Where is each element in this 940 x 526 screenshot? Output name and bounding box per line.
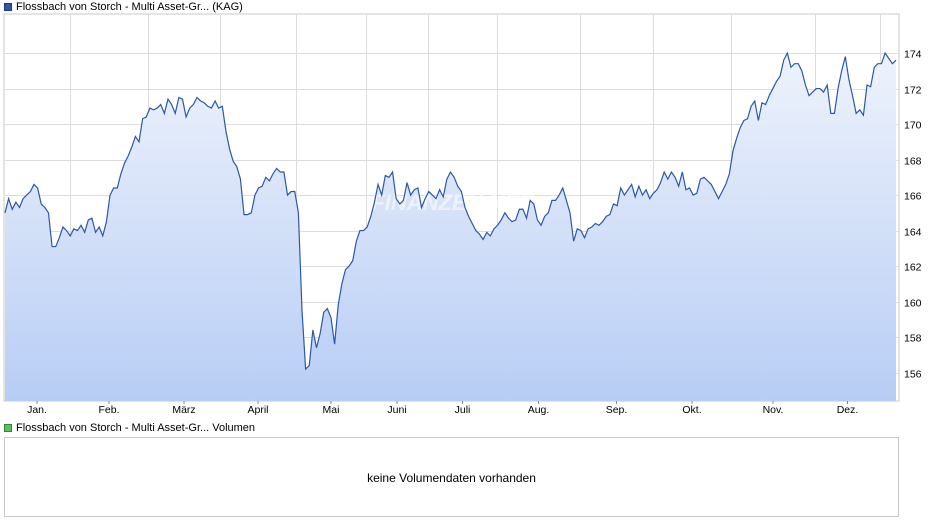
x-tick-label-5: Juni bbox=[387, 404, 406, 416]
x-tick-label-11: Dez. bbox=[837, 404, 859, 416]
x-tick-label-1: Feb. bbox=[98, 404, 119, 416]
y-axis-labels: 156 158 160 162 164 166 168 170 172 174 bbox=[904, 49, 922, 381]
no-volume-message: keine Volumendaten vorhanden bbox=[367, 471, 536, 485]
volume-legend-label: Flossbach von Storch - Multi Asset-Gr...… bbox=[16, 422, 256, 434]
y-tick-label-1: 158 bbox=[904, 333, 922, 345]
price-chart: FINANZEN.NET 156158160162164166168170172… bbox=[3, 13, 922, 416]
price-line bbox=[4, 51, 897, 371]
price-legend-swatch bbox=[4, 3, 12, 11]
y-tick-label-0: 156 bbox=[904, 369, 922, 381]
volume-legend-swatch bbox=[4, 424, 12, 432]
price-legend-label: Flossbach von Storch - Multi Asset-Gr...… bbox=[16, 1, 243, 13]
x-tick-label-6: Juli bbox=[455, 404, 471, 416]
y-tick-label-5: 166 bbox=[904, 191, 922, 203]
volume-legend: Flossbach von Storch - Multi Asset-Gr...… bbox=[4, 421, 255, 435]
x-tick-label-2: März bbox=[172, 404, 195, 416]
x-tick-label-3: April bbox=[247, 404, 268, 416]
y-tick-label-3: 162 bbox=[904, 262, 922, 274]
x-tick-label-9: Okt. bbox=[682, 404, 701, 416]
x-tick-label-0: Jan. bbox=[27, 404, 47, 416]
x-axis-labels: Jan. Feb. März April Mai Juni Juli Aug. Sep. Okt.… bbox=[27, 404, 858, 416]
x-tick-label-7: Aug. bbox=[528, 404, 550, 416]
x-axis-ticks bbox=[36, 401, 848, 404]
x-tick-label-8: Sep. bbox=[606, 404, 628, 416]
x-tick-label-4: Mai bbox=[323, 404, 340, 416]
y-tick-label-9: 174 bbox=[904, 49, 922, 61]
y-tick-label-2: 160 bbox=[904, 298, 922, 310]
price-legend: Flossbach von Storch - Multi Asset-Gr...… bbox=[4, 0, 243, 14]
y-tick-label-8: 172 bbox=[904, 85, 922, 97]
volume-panel: keine Volumendaten vorhanden bbox=[4, 437, 899, 517]
y-tick-label-7: 170 bbox=[904, 120, 922, 132]
y-tick-label-6: 168 bbox=[904, 156, 922, 168]
y-tick-label-4: 164 bbox=[904, 227, 922, 239]
x-tick-label-10: Nov. bbox=[763, 404, 784, 416]
